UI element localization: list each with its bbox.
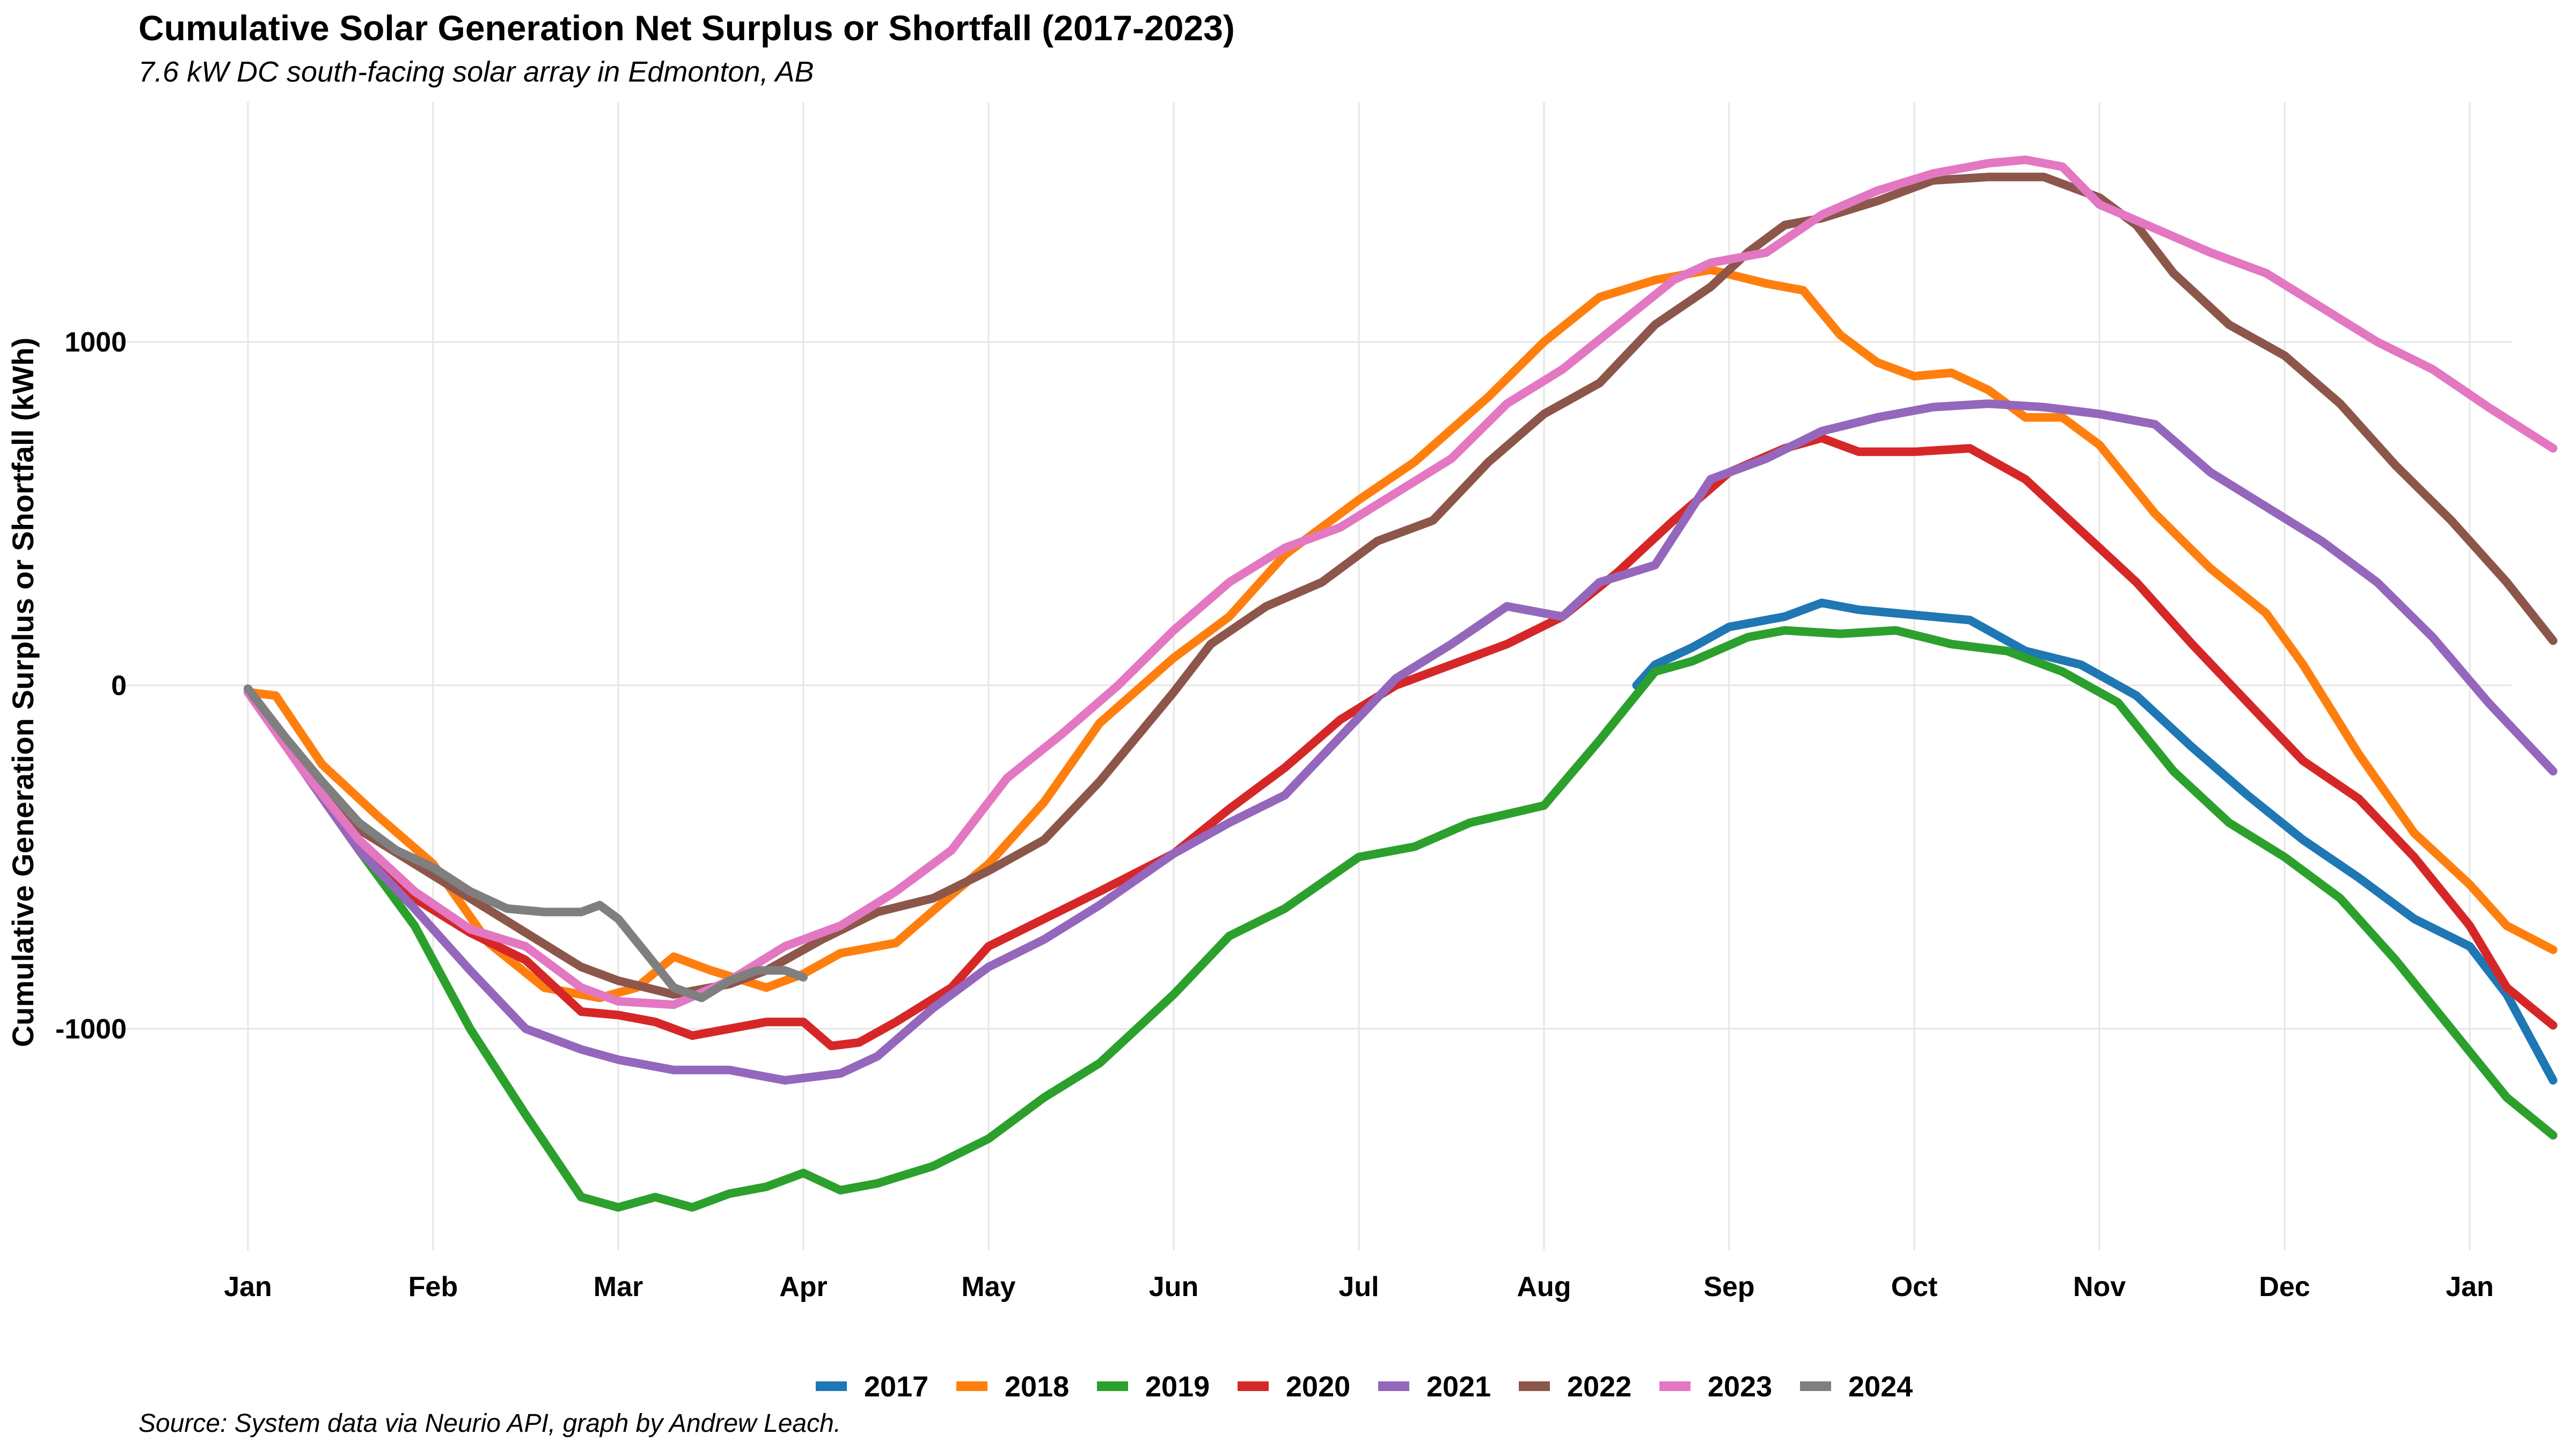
y-axis-ticks: -1000 0 1000 xyxy=(55,327,127,1045)
legend-label-2019: 2019 xyxy=(1145,1371,1210,1403)
legend-label-2023: 2023 xyxy=(1708,1371,1772,1403)
series-line-2024 xyxy=(244,684,808,1002)
legend-label-2024: 2024 xyxy=(1848,1371,1913,1403)
x-tick-label: Jun xyxy=(1149,1271,1198,1302)
legend-label-2018: 2018 xyxy=(1005,1371,1069,1403)
y-tick-label: -1000 xyxy=(55,1014,127,1045)
chart-caption: Source: System data via Neurio API, grap… xyxy=(138,1409,841,1438)
y-tick-label: 0 xyxy=(111,670,127,701)
legend-label-2017: 2017 xyxy=(864,1371,928,1403)
x-tick-label: Dec xyxy=(2259,1271,2310,1302)
x-tick-label: Aug xyxy=(1517,1271,1571,1302)
x-tick-label: Feb xyxy=(408,1271,458,1302)
series-line-2020 xyxy=(244,434,2558,1050)
x-tick-label: Oct xyxy=(1891,1271,1938,1302)
x-axis-ticks: Jan Feb Mar Apr May Jun Jul Aug Sep Oct Nov Dec Jan xyxy=(224,1271,2494,1302)
legend-label-2021: 2021 xyxy=(1426,1371,1491,1403)
grid xyxy=(113,102,2512,1250)
series-lines xyxy=(244,155,2558,1212)
legend-label-2022: 2022 xyxy=(1567,1371,1631,1403)
y-tick-label: 1000 xyxy=(64,327,127,358)
series-line-2018 xyxy=(244,265,2558,1002)
legend: 2017 2018 2019 2020 2021 2022 2023 2024 xyxy=(816,1371,1913,1403)
legend-label-2020: 2020 xyxy=(1286,1371,1350,1403)
x-tick-label: Apr xyxy=(779,1271,828,1302)
x-tick-label: Sep xyxy=(1703,1271,1754,1302)
series-line-2019 xyxy=(244,626,2558,1212)
x-tick-label: Jan xyxy=(2446,1271,2494,1302)
chart-subtitle: 7.6 kW DC south-facing solar array in Ed… xyxy=(138,56,814,88)
x-tick-label: Mar xyxy=(594,1271,643,1302)
series-line-2023 xyxy=(244,155,2558,1009)
x-tick-label: Jan xyxy=(224,1271,272,1302)
x-tick-label: Nov xyxy=(2073,1271,2126,1302)
y-axis-title: Cumulative Generation Surplus or Shortfa… xyxy=(6,338,40,1047)
series-line-2021 xyxy=(244,399,2558,1085)
x-tick-label: Jul xyxy=(1338,1271,1379,1302)
series-line-2022 xyxy=(244,172,2558,999)
x-tick-label: May xyxy=(961,1271,1015,1302)
series-line-2017 xyxy=(1632,598,2558,1085)
chart-title: Cumulative Solar Generation Net Surplus … xyxy=(138,8,1235,48)
